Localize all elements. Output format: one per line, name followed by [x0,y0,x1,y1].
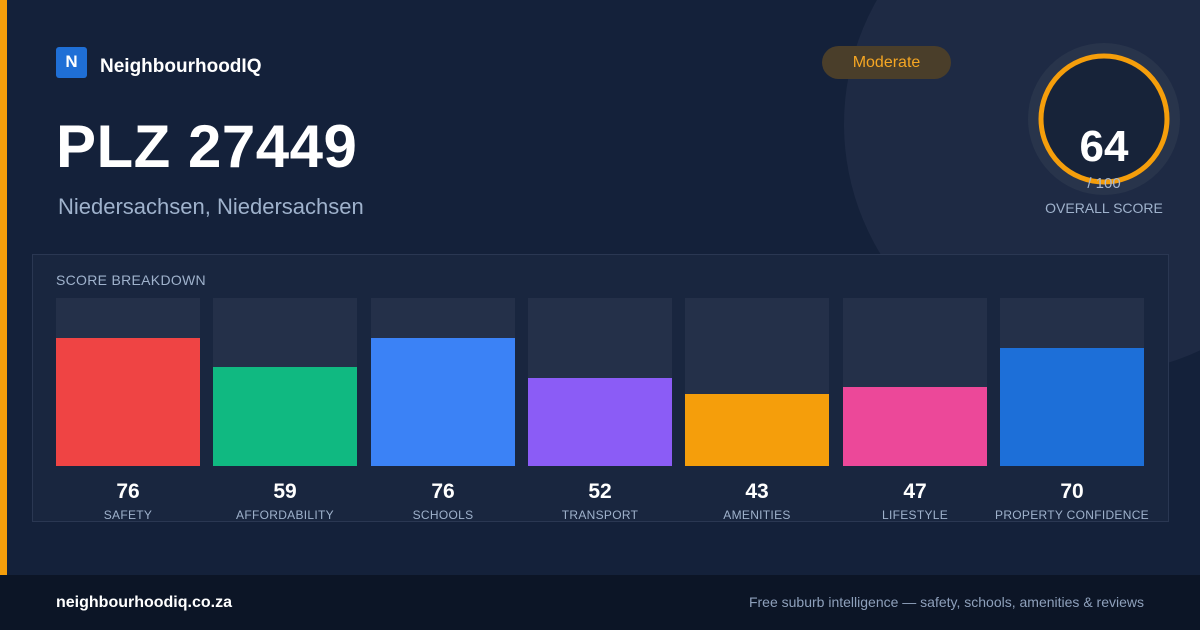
accent-bar [0,0,7,575]
score-bar-track [56,298,200,466]
brand-name: NeighbourhoodIQ [100,56,262,77]
score-bar-track [371,298,515,466]
score-bar-value: 76 [116,480,140,503]
score-bar-fill [528,378,672,466]
score-bar-track [843,298,987,466]
score-bar-label: AFFORDABILITY [236,508,334,522]
score-bar-track [1000,298,1144,466]
score-bar-value: 52 [588,480,612,503]
score-bar-label: SCHOOLS [412,508,474,522]
score-bar-label: SAFETY [103,508,153,522]
score-bar-value: 59 [273,480,297,503]
score-bar-amenities: 43 AMENITIES [685,298,829,523]
score-bar-transport: 52 TRANSPORT [528,298,672,523]
score-bar-fill [56,338,200,466]
region-subtitle: Niedersachsen, Niedersachsen [58,194,364,219]
score-bar-fill [843,387,987,466]
score-bar-value: 43 [745,480,769,503]
score-breakdown-title: SCORE BREAKDOWN [56,272,206,288]
score-bar-fill [371,338,515,466]
logo-icon: N [56,46,87,78]
score-bar-fill [685,394,829,466]
score-bar-track [685,298,829,466]
score-bar-fill [1000,348,1144,466]
overall-score-value: 64 [1079,122,1129,171]
score-bar-value: 76 [431,480,455,503]
score-bar-value: 70 [1060,480,1084,503]
score-bar-track [528,298,672,466]
footer: neighbourhoodiq.co.za Free suburb intell… [0,575,1200,630]
hero-card: N NeighbourhoodIQ PLZ 27449 Niedersachse… [0,0,1180,575]
score-ring-icon [1038,53,1170,185]
score-bar-lifestyle: 47 LIFESTYLE [843,298,987,523]
score-bar-label: AMENITIES [723,508,791,522]
score-bar-safety: 76 SAFETY [56,298,200,523]
rating-badge: Moderate [822,46,951,79]
score-ring [1038,53,1170,185]
footer-tagline: Free suburb intelligence — safety, schoo… [748,594,1144,610]
overall-score-max: / 100 [1087,175,1121,192]
footer-domain: neighbourhoodiq.co.za [56,594,232,611]
score-bar-label: PROPERTY CONFIDENCE [995,508,1149,522]
brand: N NeighbourhoodIQ [56,46,261,78]
score-bar-schools: 76 SCHOOLS [371,298,515,523]
score-bar-property-confidence: 70 PROPERTY CONFIDENCE [995,298,1149,523]
score-bar-value: 47 [903,480,927,503]
score-bar-fill [213,367,357,466]
score-bar-label: LIFESTYLE [881,508,949,522]
overall-score-label: OVERALL SCORE [1045,200,1163,216]
overall-score-gauge: 64 / 100 [1028,43,1180,195]
score-bar-track [213,298,357,466]
score-bar-label: TRANSPORT [561,508,639,522]
score-bar-affordability: 59 AFFORDABILITY [213,298,357,523]
page-title: PLZ 27449 [56,113,358,180]
